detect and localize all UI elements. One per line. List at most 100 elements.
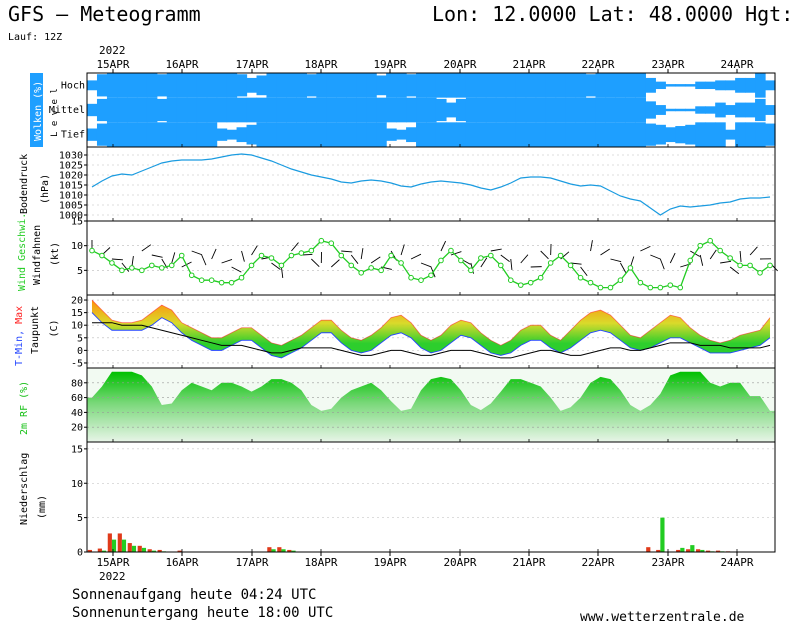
cloud-cell	[156, 74, 168, 97]
cloud-cell	[685, 124, 696, 145]
cloud-cell	[326, 97, 337, 123]
precip-bar-rain	[117, 533, 122, 552]
page-title: GFS – Meteogramm	[8, 2, 201, 26]
cloud-cell	[445, 102, 457, 118]
wind-speed-point	[89, 247, 95, 254]
cloud-cell	[96, 123, 108, 146]
temp-tick-label: 20	[71, 296, 83, 307]
wind-barb-ylabel: Windfahnen	[32, 225, 43, 285]
wind-speed-point	[478, 255, 484, 261]
cloud-cell	[675, 126, 686, 144]
precip-bar-convective	[680, 547, 685, 552]
cloud-cell	[176, 73, 188, 98]
cloud-cell	[366, 122, 377, 147]
date-label-bottom: 18APR	[304, 556, 337, 569]
cloud-cell	[765, 80, 776, 91]
wind-speed-point	[757, 270, 763, 276]
wind-speed-point	[228, 279, 235, 286]
wind-tick-label: 15	[71, 217, 83, 228]
cloud-cell	[346, 97, 357, 123]
wind-speed-point	[418, 277, 424, 284]
cloud-cell	[455, 73, 467, 98]
wind-barb	[241, 250, 245, 262]
wind-barb	[729, 266, 740, 275]
wind-barb	[709, 249, 717, 260]
pressure-tick-label: 1015	[59, 181, 83, 192]
pressure-ylabel: Bodendruck	[19, 154, 30, 214]
wind-speed-point	[158, 265, 165, 271]
wind-barb	[330, 259, 340, 268]
cloud-cell	[366, 97, 377, 123]
wind-speed-point	[208, 277, 215, 284]
wind-speed-point	[468, 267, 474, 274]
cloud-cell	[236, 127, 248, 143]
cloud-cell	[96, 98, 108, 122]
pressure-tick-label: 1025	[59, 161, 83, 172]
cloud-cell	[276, 97, 288, 123]
cloud-cell	[745, 77, 756, 93]
wind-speed-point	[198, 277, 205, 284]
site-credit: www.wetterzentrale.de	[580, 610, 745, 625]
pressure-unit-label: (hPa)	[40, 174, 51, 204]
wind-barb	[141, 244, 152, 252]
precip-bar-rain	[287, 549, 292, 552]
wind-barb	[341, 250, 353, 253]
rh-tick-label: 20	[71, 423, 83, 434]
cloud-cell	[416, 122, 427, 147]
date-label-top: 17APR	[235, 58, 268, 71]
wind-barb	[151, 254, 163, 258]
wind-barb	[650, 254, 661, 260]
cloud-cell	[186, 97, 198, 123]
cloud-cell	[465, 122, 477, 147]
wind-speed-point	[109, 260, 115, 266]
cloud-cell	[276, 122, 288, 147]
cloud-cell	[116, 122, 128, 147]
wind-barb	[570, 262, 582, 265]
cloud-cell	[655, 105, 666, 115]
wind-speed-point	[99, 252, 105, 259]
pressure-tick-label: 1030	[59, 151, 83, 162]
precip-bar-convective	[111, 539, 117, 552]
cloud-cell	[455, 122, 467, 147]
cloud-cell	[705, 106, 716, 114]
precip-bar-rain	[696, 549, 701, 552]
wind-barb	[480, 257, 488, 268]
cloud-cell	[675, 84, 686, 87]
pressure-tick-label: 1010	[59, 191, 83, 202]
temp-tick-label: -5	[71, 358, 83, 369]
cloud-cell	[635, 73, 646, 98]
wind-speed-point	[248, 262, 255, 269]
temp-unit-label: (C)	[49, 319, 60, 337]
cloud-cell	[575, 97, 587, 123]
cloud-cell	[346, 122, 357, 147]
wind-barb	[251, 245, 258, 256]
date-label-bottom: 24APR	[720, 556, 753, 569]
cloud-cell	[635, 122, 646, 147]
cloud-cell	[605, 122, 617, 147]
temp-tick-label: 0	[77, 346, 83, 357]
cloud-cell	[156, 98, 168, 122]
cloud-cell	[206, 73, 218, 98]
cloud-cell	[386, 128, 397, 141]
wind-barb	[280, 266, 284, 278]
cloud-cell	[216, 73, 228, 98]
cloud-cell	[725, 105, 736, 115]
precip-bar-rain	[127, 543, 132, 552]
precip-ylabel: Niederschlag	[19, 453, 30, 525]
temp-tick-label: 10	[71, 321, 83, 332]
wind-speed-point	[737, 262, 743, 269]
rh-tick-label: 60	[71, 393, 83, 404]
cloud-cell	[705, 122, 716, 147]
cloud-cell	[495, 73, 507, 98]
pressure-tick-label: 1000	[59, 211, 83, 222]
pressure-line	[91, 153, 771, 216]
cloud-cell	[226, 97, 238, 123]
precip-bar-convective	[660, 517, 665, 552]
cloud-cell	[765, 123, 776, 146]
precip-bar-convective	[141, 547, 147, 552]
wind-speed-point	[448, 247, 454, 254]
cloud-cell	[535, 73, 547, 98]
cloud-cell	[695, 106, 706, 114]
cloud-cell	[296, 122, 307, 147]
precip-bar-convective	[101, 550, 107, 552]
